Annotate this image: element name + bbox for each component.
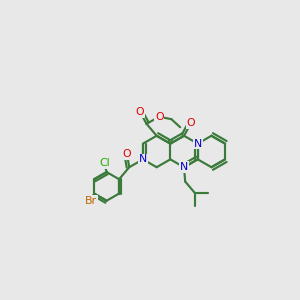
Text: N: N bbox=[194, 139, 202, 148]
Text: O: O bbox=[187, 118, 195, 128]
Text: Br: Br bbox=[85, 196, 97, 206]
Text: O: O bbox=[123, 149, 131, 159]
Text: N: N bbox=[139, 154, 147, 164]
Text: O: O bbox=[155, 112, 164, 122]
Text: Cl: Cl bbox=[99, 158, 110, 168]
Text: O: O bbox=[136, 107, 144, 117]
Text: N: N bbox=[180, 162, 188, 172]
